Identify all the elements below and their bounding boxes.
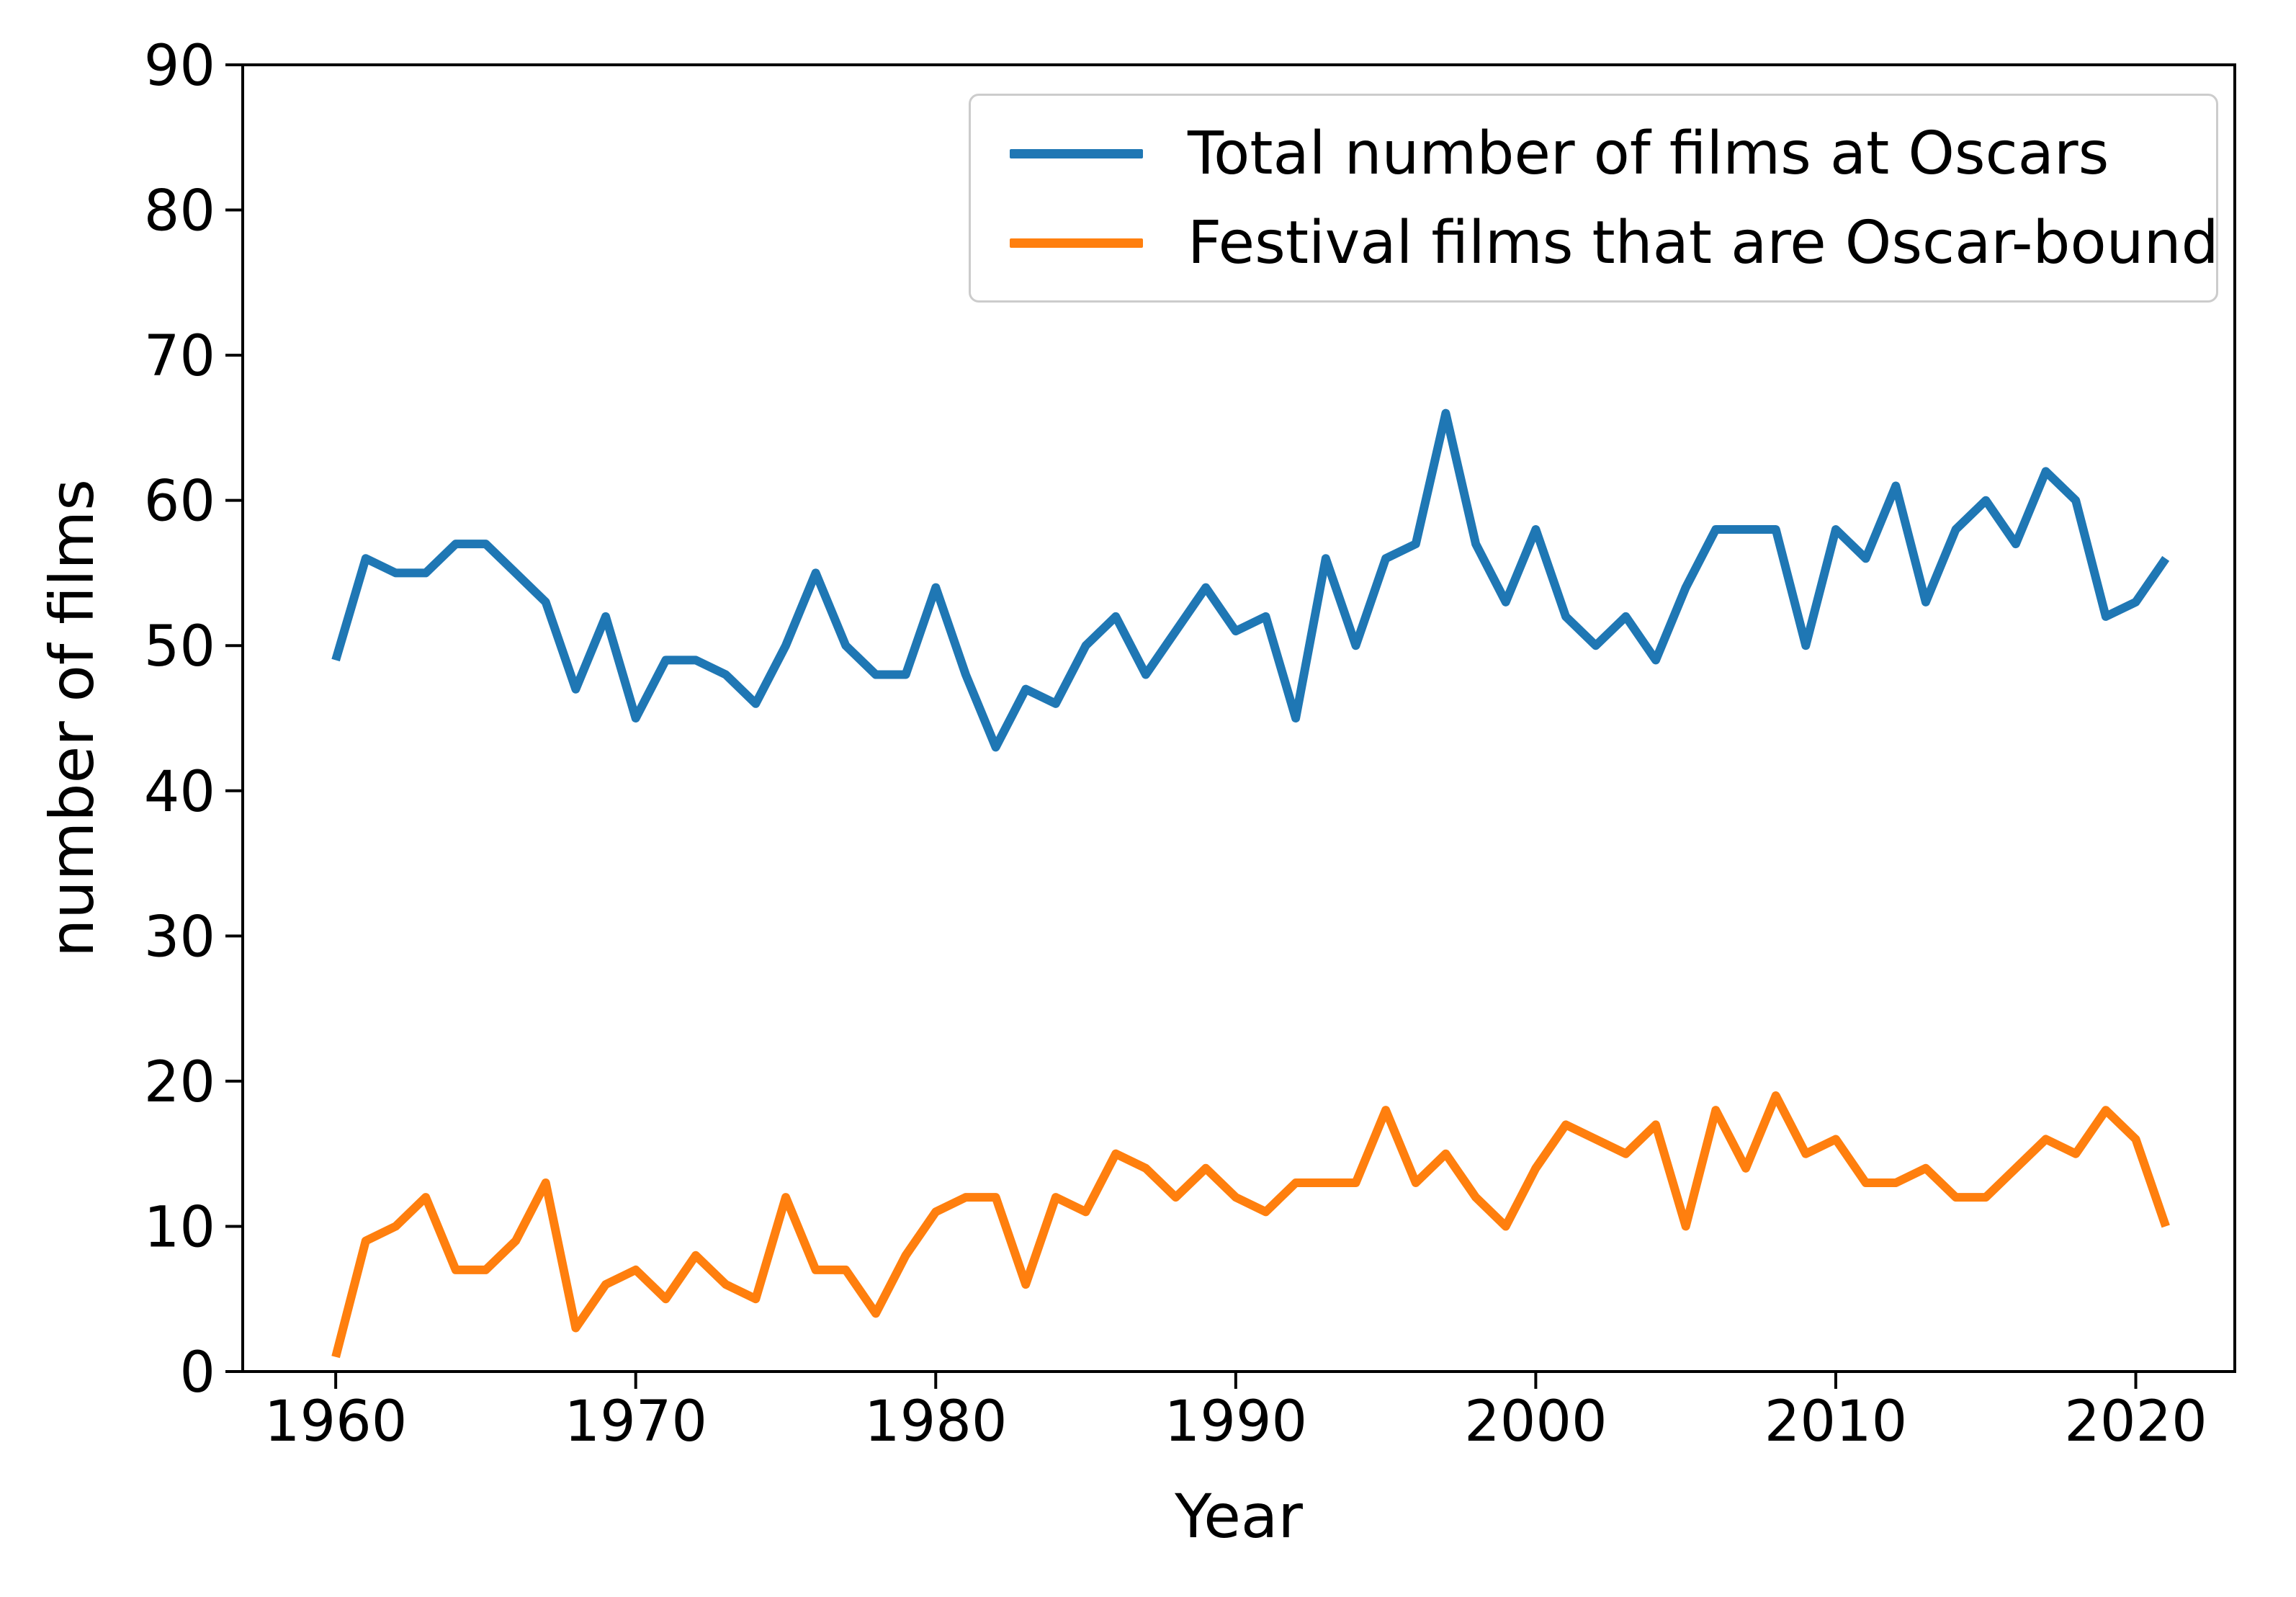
legend: Total number of films at Oscars Festival… bbox=[969, 94, 2219, 303]
x-tick-label: 1970 bbox=[564, 1390, 707, 1454]
y-tick-label: 60 bbox=[144, 470, 215, 534]
x-tick-label: 2010 bbox=[1764, 1390, 1908, 1454]
x-tick-label: 2020 bbox=[2064, 1390, 2207, 1454]
legend-item-total-films: Total number of films at Oscars bbox=[1000, 114, 2187, 193]
y-tick-label: 0 bbox=[179, 1341, 215, 1405]
y-tick-label: 50 bbox=[144, 614, 215, 679]
axes-frame bbox=[241, 63, 2236, 1373]
y-tick-label: 70 bbox=[144, 324, 215, 389]
legend-label: Total number of films at Oscars bbox=[1188, 119, 2109, 188]
y-tick-label: 30 bbox=[144, 905, 215, 970]
x-axis-label: Year bbox=[1175, 1481, 1303, 1552]
legend-item-festival-films: Festival films that are Oscar-bound bbox=[1000, 203, 2219, 282]
y-axis-label: number of films bbox=[37, 478, 107, 958]
series-line-total-films bbox=[331, 408, 2170, 752]
y-tick-label: 90 bbox=[144, 34, 215, 99]
y-tick-label: 40 bbox=[144, 760, 215, 825]
x-tick-label: 2000 bbox=[1464, 1390, 1607, 1454]
y-tick-label: 10 bbox=[144, 1195, 215, 1260]
x-tick-label: 1960 bbox=[264, 1390, 408, 1454]
legend-label: Festival films that are Oscar-bound bbox=[1188, 208, 2219, 277]
x-tick-label: 1990 bbox=[1165, 1390, 1308, 1454]
y-tick-label: 20 bbox=[144, 1050, 215, 1115]
x-tick-label: 1980 bbox=[864, 1390, 1008, 1454]
y-tick-label: 80 bbox=[144, 179, 215, 244]
series-line-festival-films bbox=[331, 1091, 2170, 1359]
legend-swatch-orange-line bbox=[1010, 238, 1143, 248]
legend-swatch-blue-line bbox=[1010, 148, 1143, 158]
